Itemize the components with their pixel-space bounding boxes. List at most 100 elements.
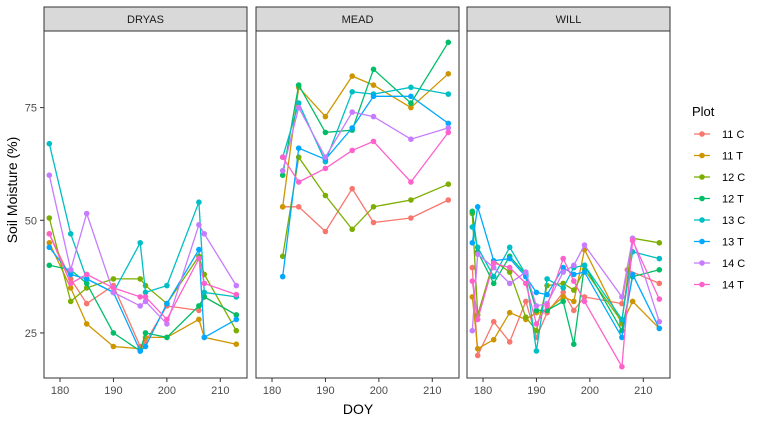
data-point [322, 228, 329, 235]
legend-key-point [699, 281, 705, 288]
data-point [110, 343, 117, 350]
data-point [469, 327, 476, 334]
data-point [279, 204, 286, 210]
data-point [533, 327, 540, 334]
data-point [233, 312, 240, 318]
data-point [370, 219, 377, 226]
data-point [137, 348, 143, 354]
x-tick-label: 190 [316, 385, 334, 397]
legend-key-point [699, 238, 705, 245]
data-point [349, 125, 356, 131]
data-point [408, 197, 414, 203]
legend-label: 14 T [722, 280, 744, 292]
data-point [201, 334, 208, 341]
series-line [48, 143, 237, 298]
data-point [656, 240, 663, 246]
data-point [279, 154, 286, 160]
series-14-c [46, 172, 240, 327]
data-point [370, 138, 377, 145]
series-14-t [46, 231, 240, 323]
data-point [490, 280, 497, 287]
legend-key-point [699, 152, 705, 159]
data-point [349, 185, 356, 192]
data-point [523, 298, 529, 305]
data-point [322, 165, 329, 172]
legend-item-13-c: 13 C [694, 215, 745, 227]
data-point [46, 240, 53, 246]
legend-item-13-t: 13 T [694, 237, 744, 249]
data-point [295, 204, 302, 210]
facet-strip-label: DRYAS [127, 14, 164, 26]
x-tick-label: 200 [370, 385, 388, 397]
data-point [137, 276, 143, 282]
data-point [295, 179, 302, 185]
data-point [523, 269, 529, 275]
data-point [46, 215, 53, 221]
data-point [201, 231, 208, 237]
data-point [581, 262, 588, 269]
data-point [656, 325, 663, 332]
legend-label: 11 C [722, 129, 744, 141]
data-point [474, 251, 481, 257]
data-point [506, 309, 513, 316]
y-axis-title: Soil Moisture (%) [4, 137, 20, 244]
data-point [408, 93, 414, 100]
data-point [656, 255, 663, 262]
data-point [196, 246, 202, 253]
x-tick-label: 180 [474, 385, 492, 397]
legend-label: 12 C [722, 172, 745, 184]
x-tick-label: 180 [51, 385, 69, 397]
data-point [349, 89, 356, 95]
data-point [474, 345, 481, 352]
data-point [523, 314, 529, 321]
data-point [560, 285, 566, 291]
data-point [544, 291, 550, 298]
data-point [233, 291, 240, 298]
panel-border [255, 30, 460, 379]
data-point [164, 282, 170, 289]
series-line [48, 217, 237, 332]
legend-item-11-c: 11 C [694, 129, 744, 141]
data-point [560, 294, 566, 300]
panel-will: WILL 180 190 200 210 [466, 6, 671, 397]
legend-title: Plot [692, 104, 715, 119]
data-point [571, 262, 577, 269]
series-14-t [469, 237, 663, 370]
legend: Plot 11 C 11 T 12 C 12 T 13 C 13 T 14 C 14 T [692, 104, 745, 292]
x-tick-label: 190 [104, 385, 122, 397]
data-point [474, 244, 481, 251]
series-14-t [279, 129, 452, 185]
data-point [474, 316, 481, 323]
x-tick-label: 200 [581, 385, 599, 397]
data-point [490, 318, 497, 325]
data-point [142, 298, 149, 305]
data-point [46, 231, 53, 237]
data-point [533, 348, 540, 354]
data-point [164, 334, 170, 341]
data-point [67, 271, 74, 278]
data-point [619, 316, 625, 323]
data-point [349, 109, 356, 115]
data-point [629, 298, 636, 305]
x-tick-label: 180 [263, 385, 281, 397]
legend-item-14-c: 14 C [694, 258, 745, 270]
data-point [279, 273, 286, 280]
data-point [46, 172, 53, 178]
data-point [370, 82, 377, 88]
data-point [142, 289, 149, 296]
data-point [83, 300, 90, 307]
data-point [349, 226, 356, 233]
data-point [469, 264, 476, 271]
data-point [196, 307, 202, 314]
data-point [196, 199, 202, 205]
data-point [506, 339, 513, 345]
data-point [656, 267, 663, 273]
data-point [629, 271, 636, 278]
data-point [581, 242, 588, 248]
facet-strip-label: MEAD [342, 14, 374, 26]
data-point [233, 316, 240, 323]
data-point [142, 343, 149, 350]
data-point [619, 294, 625, 300]
facet-strip [255, 6, 460, 32]
data-point [164, 300, 170, 307]
